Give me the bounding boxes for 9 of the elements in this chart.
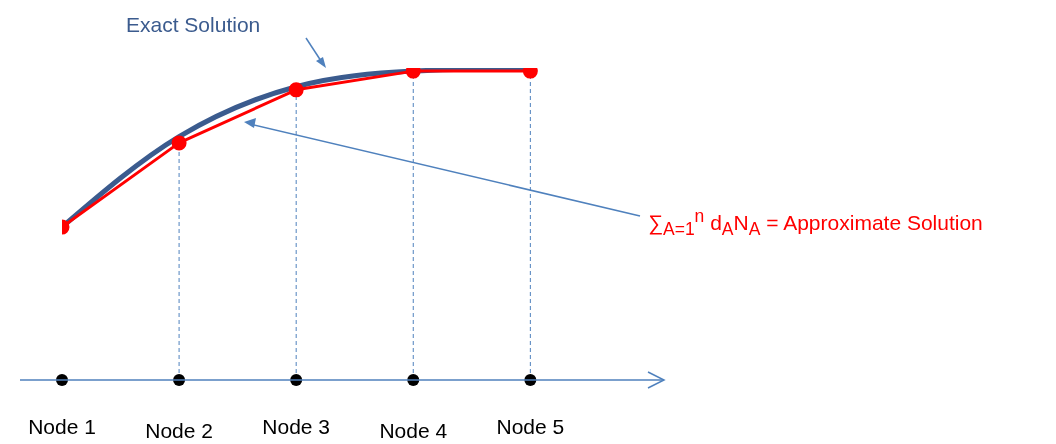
x-tick-label: Node 5 xyxy=(496,415,565,438)
point xyxy=(288,82,304,98)
x-tick-label: Node 3 xyxy=(262,415,331,438)
text: Exact Solution xyxy=(126,13,261,37)
x-tick-label: Node 4 xyxy=(379,419,448,442)
x-tick-label: Node 2 xyxy=(145,419,213,442)
point xyxy=(171,135,187,151)
text: ∑$_{A=1}$$^{n}$ d$_{A}$N$_{A}$ = Approximate Solution xyxy=(648,206,983,241)
x-tick-label: Node 1 xyxy=(28,415,96,438)
